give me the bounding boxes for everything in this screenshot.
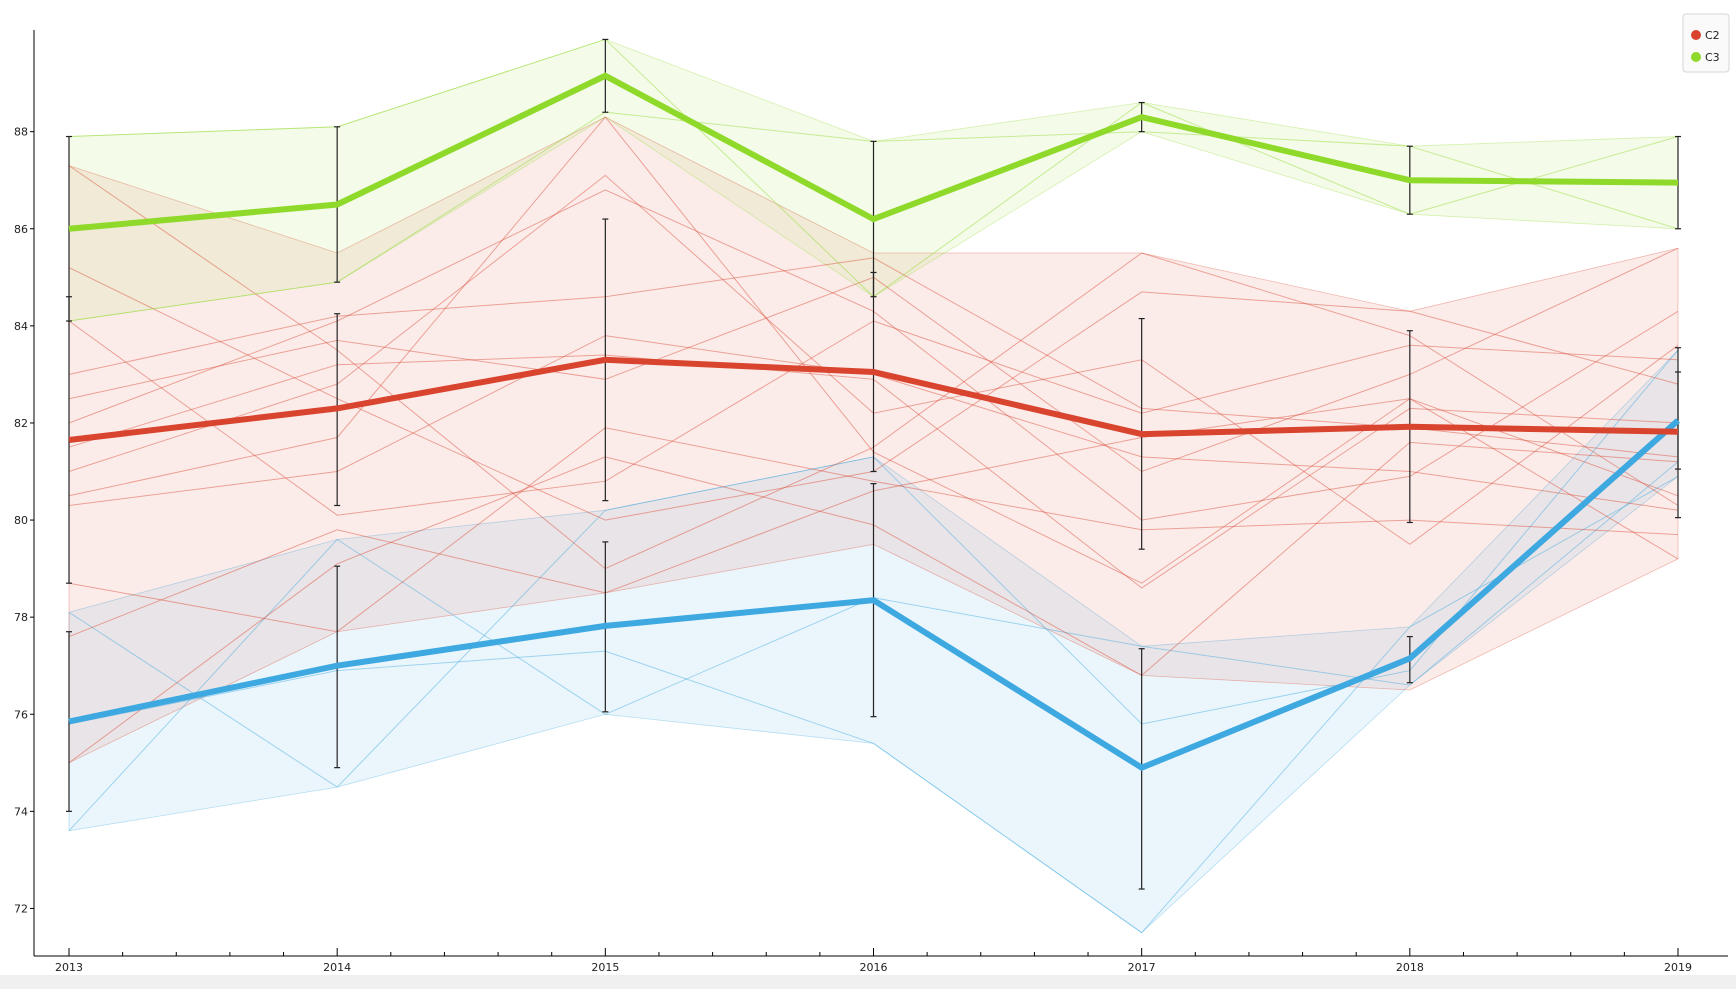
- bottom-strip: [0, 975, 1736, 989]
- series-3-mean-line: [68, 418, 1680, 772]
- x-tick-label-2017: 2017: [1128, 961, 1156, 974]
- y-tick-label-86: 86: [14, 223, 28, 236]
- y-tick-label-74: 74: [14, 805, 28, 818]
- x-tick-label-2018: 2018: [1396, 961, 1424, 974]
- x-tick-label-2015: 2015: [591, 961, 619, 974]
- c2-mean-line: [68, 356, 1679, 443]
- y-tick-label-88: 88: [14, 126, 28, 139]
- legend-marker-c2: [1691, 30, 1701, 40]
- legend: C2 C3: [1682, 13, 1730, 73]
- axes: 72 74 76 78 80 82 84 86 88 2013 2014 2015 2016 2017 20…: [14, 30, 1728, 974]
- legend-label-c2: C2: [1705, 29, 1720, 42]
- mean-lines: [68, 72, 1680, 772]
- x-tick-label-2016: 2016: [860, 961, 888, 974]
- legend-label-c3: C3: [1705, 51, 1720, 64]
- y-tick-label-80: 80: [14, 514, 28, 527]
- legend-marker-c3: [1691, 52, 1701, 62]
- c3-mean-line: [68, 72, 1679, 232]
- x-tick-label-2013: 2013: [55, 961, 83, 974]
- x-tick-label-2014: 2014: [323, 961, 351, 974]
- y-tick-label-78: 78: [14, 611, 28, 624]
- y-tick-label-76: 76: [14, 708, 28, 721]
- y-tick-label-72: 72: [14, 902, 28, 915]
- y-tick-label-84: 84: [14, 320, 28, 333]
- y-tick-label-82: 82: [14, 417, 28, 430]
- x-tick-label-2019: 2019: [1664, 961, 1692, 974]
